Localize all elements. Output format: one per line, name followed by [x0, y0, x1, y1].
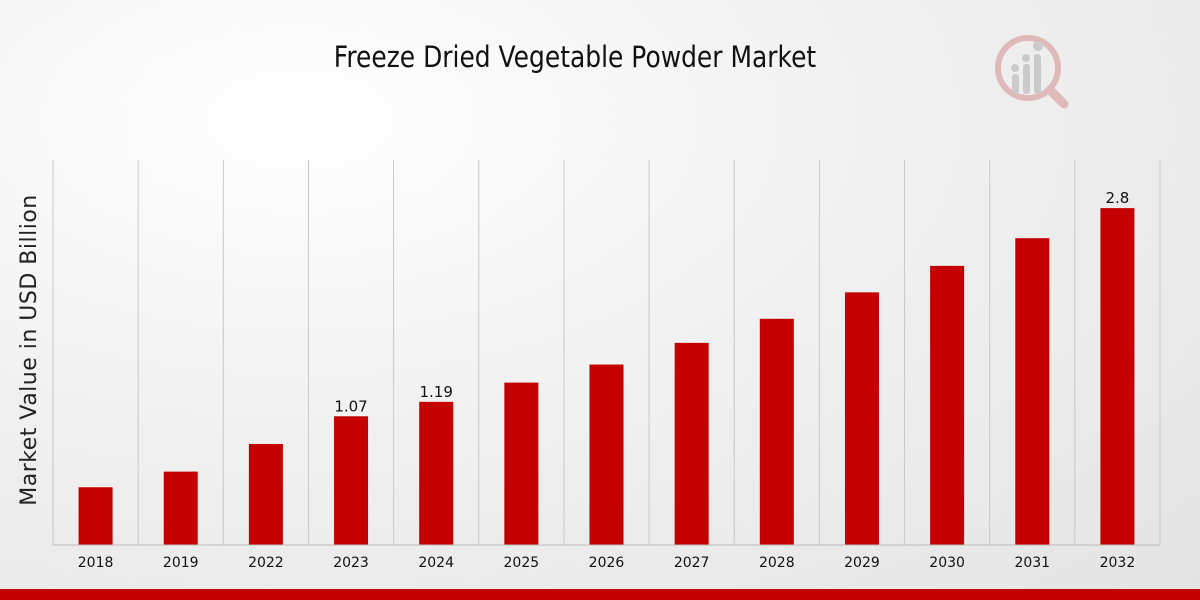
- x-tick-labels: 2018 2019 2022 2023 2024 2025 2026 2027 2028 2029…: [78, 555, 1135, 571]
- bar-2025: [504, 382, 539, 545]
- x-tick-2025: 2025: [504, 555, 540, 571]
- x-tick-2031: 2031: [1014, 555, 1050, 571]
- bar-2022: [248, 443, 283, 545]
- data-labels: 1.07 1.19 2.8: [334, 189, 1129, 415]
- x-tick-2019: 2019: [163, 555, 199, 571]
- x-tick-2027: 2027: [674, 555, 710, 571]
- bar-2027: [674, 342, 709, 545]
- bottom-accent-bar: [0, 589, 1200, 600]
- bar-2028: [759, 318, 794, 545]
- bar-2032: [1100, 208, 1135, 545]
- x-tick-2026: 2026: [589, 555, 625, 571]
- bar-2029: [844, 292, 879, 545]
- chart-title: Freeze Dried Vegetable Powder Market: [333, 40, 817, 74]
- bar-2031: [1015, 238, 1050, 545]
- x-tick-2029: 2029: [844, 555, 880, 571]
- x-tick-2028: 2028: [759, 555, 795, 571]
- data-label-2024: 1.19: [419, 383, 452, 401]
- bars: [78, 208, 1135, 545]
- data-label-2032: 2.8: [1105, 189, 1129, 207]
- analytics-magnifier-icon: [990, 28, 1076, 114]
- data-label-2023: 1.07: [334, 397, 367, 415]
- grid-lines: [52, 160, 1161, 545]
- bar-2019: [163, 471, 198, 545]
- bar-2030: [930, 265, 965, 545]
- bar-2024: [419, 401, 454, 545]
- bar-2018: [78, 487, 113, 545]
- x-tick-2022: 2022: [248, 555, 284, 571]
- x-tick-2024: 2024: [418, 555, 454, 571]
- x-tick-2018: 2018: [78, 555, 114, 571]
- bar-2023: [334, 416, 369, 545]
- x-tick-2030: 2030: [929, 555, 965, 571]
- bar-2026: [589, 364, 624, 545]
- x-tick-2032: 2032: [1100, 555, 1136, 571]
- x-tick-2023: 2023: [333, 555, 369, 571]
